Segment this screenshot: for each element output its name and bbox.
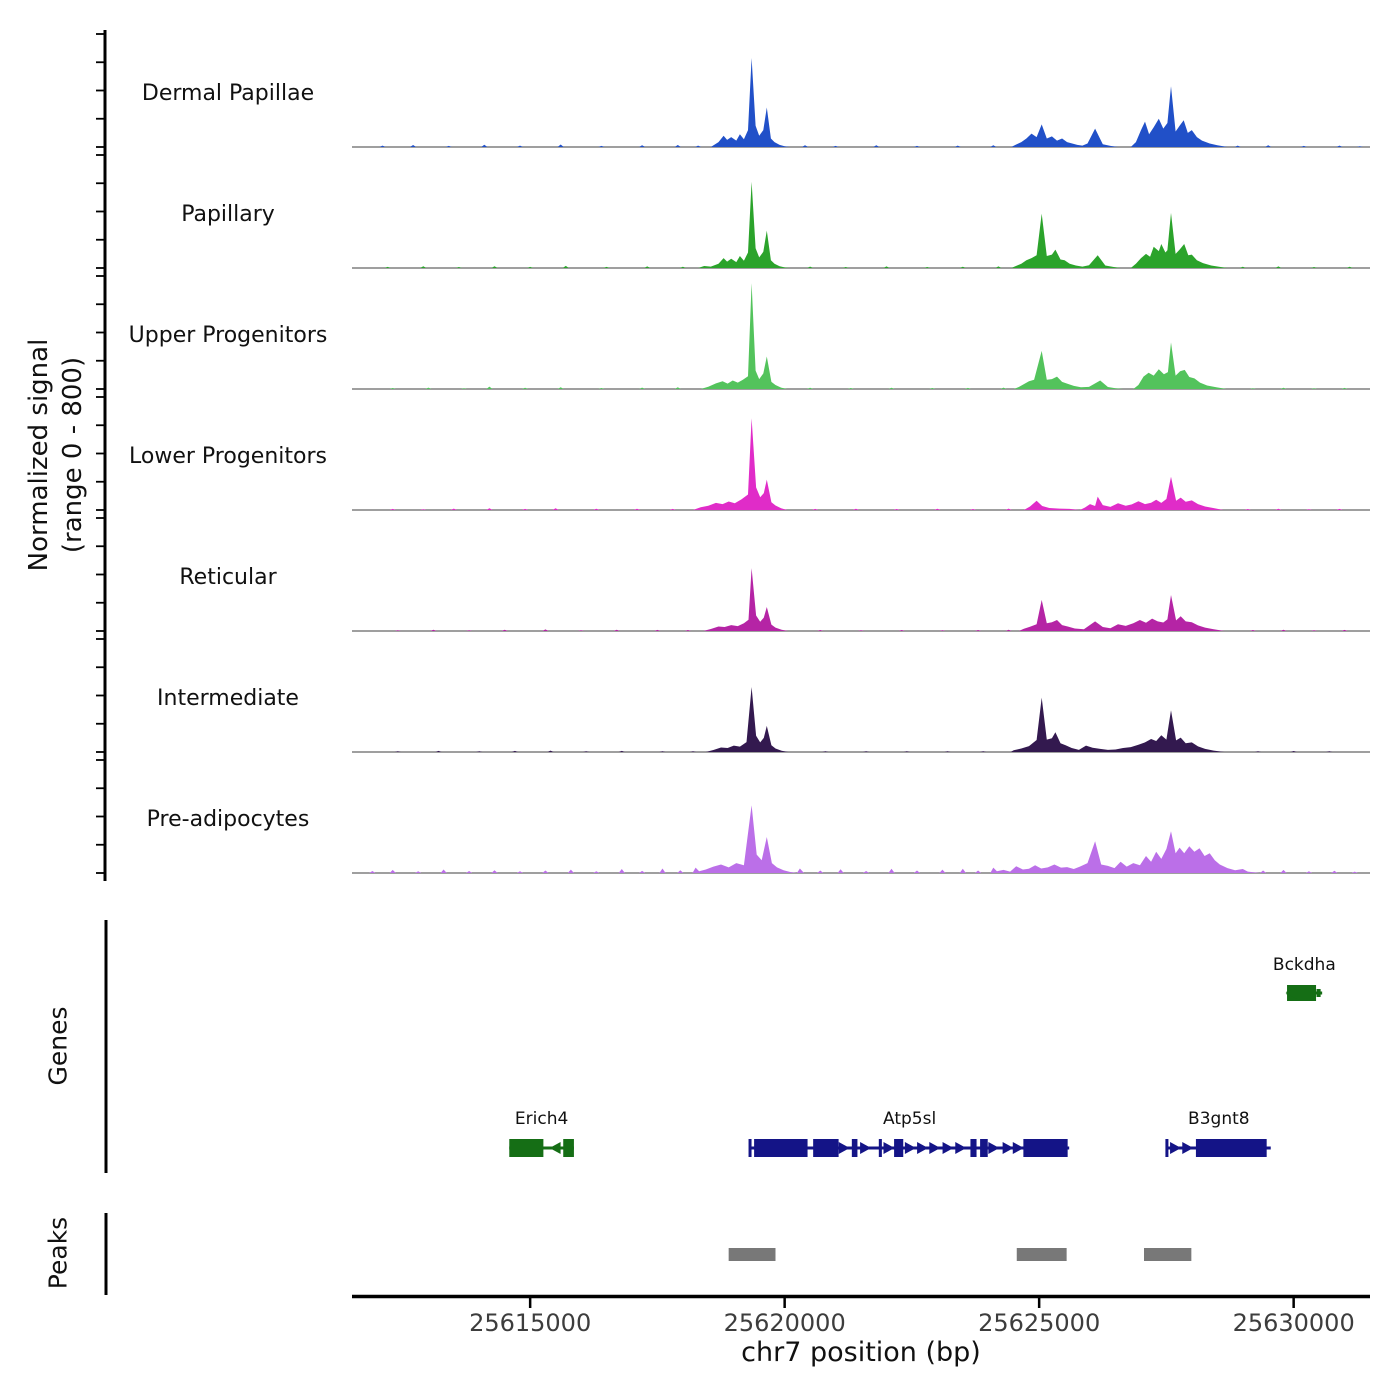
x-axis-title: chr7 position (bp) [741,1337,981,1368]
gene-strand-arrow-icon [883,1142,895,1154]
gene-strand-arrow-icon [549,1142,561,1154]
signal-axis-label-line1: Normalized signal [24,338,54,572]
x-axis-tick-label: 25625000 [978,1309,1100,1337]
gene-exon [1023,1139,1068,1157]
gene-start-bar [1165,1139,1169,1157]
gene-exon [851,1139,858,1157]
x-axis-tick-label: 25630000 [1233,1309,1355,1337]
track-label: Pre-adipocytes [147,807,310,832]
gene-exon [509,1139,544,1157]
signal-area-4 [352,568,1370,631]
gene-strand-arrow-icon [860,1142,872,1154]
signal-area-2 [352,283,1370,389]
gene-exon [878,1139,882,1157]
gene-start-bar [748,1139,752,1157]
peak-bar [728,1248,776,1261]
gene-strand-arrow-icon [1012,1142,1024,1154]
gene-strand-arrow-icon [942,1142,954,1154]
track-label: Upper Progenitors [129,323,328,348]
gene-strand-arrow-icon [955,1142,967,1154]
gene-exon [754,1139,808,1157]
gene-name-label: Erich4 [515,1109,568,1129]
track-label: Reticular [179,565,277,590]
gene-strand-arrow-icon [1170,1142,1182,1154]
x-axis-tick-label: 25615000 [469,1309,591,1337]
gene-strand-arrow-icon [1182,1142,1194,1154]
gene-exon [563,1139,574,1157]
signal-area-1 [352,181,1370,268]
gene-strand-arrow-icon [1002,1142,1014,1154]
peak-bar [1016,1248,1067,1261]
gene-half-exon [1316,989,1321,997]
peak-bar [1144,1248,1192,1261]
track-label: Papillary [181,202,275,227]
gene-strand-arrow-icon [904,1142,916,1154]
genes-axis-label: Genes [43,1006,73,1086]
signal-area-3 [352,418,1370,510]
signal-axis-label-line2: (range 0 - 800) [58,356,88,554]
gene-strand-arrow-icon [917,1142,929,1154]
signal-axis-label: Normalized signal (range 0 - 800) [22,339,90,572]
peaks-axis-label: Peaks [43,1216,73,1290]
gene-exon [894,1139,904,1157]
gene-strand-arrow-icon [838,1142,850,1154]
track-label: Dermal Papillae [142,81,314,106]
track-label: Intermediate [157,686,299,711]
gene-exon [1195,1139,1267,1157]
gene-strand-arrow-icon [929,1142,941,1154]
signal-area-6 [352,805,1370,873]
track-label: Lower Progenitors [129,444,327,469]
x-axis-tick-label: 25620000 [724,1309,846,1337]
gene-strand-arrow-icon [1285,987,1297,999]
gene-exon [970,1139,977,1157]
gene-name-label: Atp5sl [883,1109,936,1129]
gene-strand-arrow-icon [988,1142,1000,1154]
gene-exon [980,1139,988,1157]
gene-exon [813,1139,839,1157]
signal-area-0 [352,58,1370,147]
gene-name-label: Bckdha [1273,955,1336,975]
signal-area-5 [352,687,1370,752]
gene-name-label: B3gnt8 [1188,1109,1250,1129]
